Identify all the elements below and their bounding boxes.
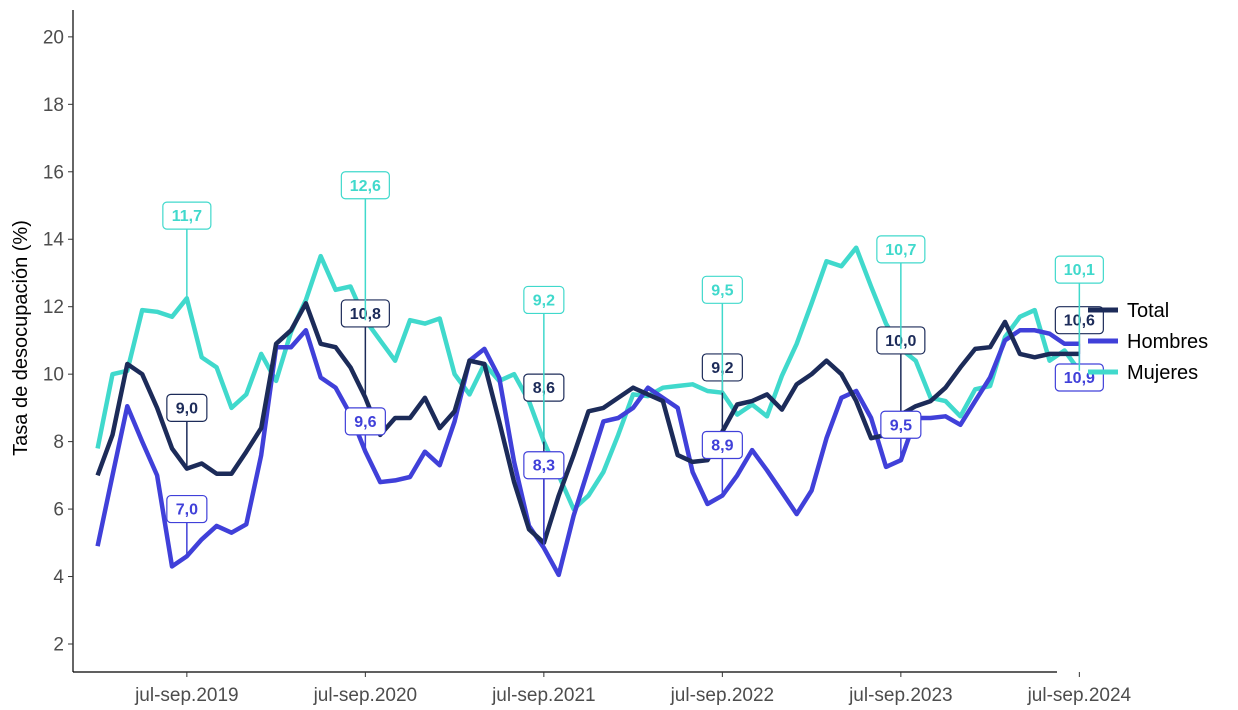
y-tick-label: 4 bbox=[53, 567, 64, 588]
label-box bbox=[701, 430, 743, 460]
data-label: 10,7 bbox=[885, 242, 916, 259]
series-lines bbox=[95, 245, 1082, 578]
x-tick-label: jul-sep.2020 bbox=[313, 685, 418, 706]
data-label: 8,3 bbox=[533, 458, 555, 475]
y-axis-title: Tasa de desocupación (%) bbox=[10, 220, 32, 456]
y-tick-label: 18 bbox=[43, 95, 64, 116]
x-tick-label: jul-sep.2022 bbox=[670, 685, 775, 706]
data-label: 9,6 bbox=[354, 414, 376, 431]
data-label: 11,7 bbox=[172, 208, 202, 225]
legend: Total Hombres Mujeres bbox=[1088, 300, 1208, 384]
y-tick-label: 14 bbox=[43, 230, 65, 251]
label-box bbox=[880, 410, 922, 439]
data-label: 10,1 bbox=[1064, 262, 1095, 279]
label-box bbox=[162, 201, 212, 230]
legend-label: Mujeres bbox=[1127, 362, 1198, 384]
x-tick-label: jul-sep.2019 bbox=[134, 685, 239, 706]
y-tick-label: 12 bbox=[43, 297, 64, 318]
data-label: 7,0 bbox=[176, 502, 198, 519]
data-label: 9,0 bbox=[176, 400, 198, 417]
y-tick-label: 8 bbox=[53, 432, 64, 453]
legend-label: Total bbox=[1127, 300, 1169, 322]
data-label: 9,5 bbox=[711, 282, 733, 299]
y-tick-label: 6 bbox=[53, 500, 64, 521]
x-axis: jul-sep.2019 jul-sep.2020 jul-sep.2021 jul-… bbox=[73, 671, 1132, 706]
legend-label: Hombres bbox=[1127, 331, 1208, 353]
x-tick-label: jul-sep.2024 bbox=[1027, 685, 1132, 706]
data-label: 9,2 bbox=[533, 292, 555, 309]
series-line-mujeres bbox=[95, 245, 1082, 512]
y-axis: 2 4 6 8 10 12 14 16 18 20 bbox=[43, 10, 74, 672]
label-box bbox=[1054, 255, 1104, 284]
data-label: 12,6 bbox=[350, 178, 381, 195]
label-box bbox=[166, 494, 208, 524]
label-box bbox=[523, 451, 565, 480]
y-tick-label: 20 bbox=[43, 27, 64, 48]
data-label: 10,9 bbox=[1064, 370, 1095, 387]
label-box bbox=[701, 275, 743, 304]
y-tick-label: 2 bbox=[53, 635, 64, 656]
label-box bbox=[166, 393, 208, 422]
data-label: 9,5 bbox=[890, 417, 912, 434]
label-box bbox=[340, 171, 390, 200]
data-label: 8,9 bbox=[711, 437, 733, 454]
x-tick-label: jul-sep.2023 bbox=[848, 685, 953, 706]
x-tick-label: jul-sep.2021 bbox=[491, 685, 596, 706]
label-box bbox=[523, 285, 565, 315]
label-box bbox=[344, 407, 386, 436]
label-box bbox=[876, 235, 926, 264]
y-tick-label: 10 bbox=[43, 365, 64, 386]
series-line-total bbox=[95, 301, 1080, 546]
y-tick-label: 16 bbox=[43, 162, 64, 183]
